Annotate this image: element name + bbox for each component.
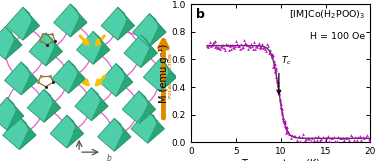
Polygon shape: [99, 63, 133, 96]
Polygon shape: [70, 4, 87, 23]
Polygon shape: [122, 91, 155, 124]
Polygon shape: [52, 60, 85, 93]
Polygon shape: [46, 33, 62, 52]
Polygon shape: [116, 77, 133, 96]
Polygon shape: [21, 75, 38, 95]
Polygon shape: [139, 91, 155, 109]
Polygon shape: [5, 62, 38, 95]
Polygon shape: [143, 59, 177, 92]
Polygon shape: [27, 89, 60, 122]
Y-axis label: M (emu g⁻¹): M (emu g⁻¹): [159, 44, 169, 103]
Polygon shape: [67, 128, 84, 148]
Polygon shape: [29, 33, 62, 66]
Polygon shape: [93, 45, 110, 64]
Polygon shape: [50, 115, 84, 148]
Polygon shape: [70, 18, 87, 37]
Polygon shape: [44, 103, 60, 122]
Polygon shape: [141, 48, 157, 67]
Polygon shape: [68, 74, 85, 93]
Polygon shape: [67, 115, 84, 134]
Polygon shape: [141, 34, 157, 53]
Polygon shape: [23, 7, 39, 26]
Polygon shape: [5, 40, 22, 59]
Polygon shape: [148, 110, 164, 129]
Polygon shape: [160, 72, 177, 92]
Polygon shape: [124, 34, 157, 67]
Text: [IM]Co(H$_2$POO)$_3$: [IM]Co(H$_2$POO)$_3$: [289, 8, 365, 21]
Text: c: c: [72, 127, 76, 136]
Polygon shape: [23, 21, 39, 40]
Polygon shape: [7, 97, 24, 116]
X-axis label: Temperature (K): Temperature (K): [241, 159, 320, 161]
Polygon shape: [6, 7, 39, 40]
Text: $T_c$: $T_c$: [281, 55, 292, 67]
Polygon shape: [93, 31, 110, 50]
Polygon shape: [19, 130, 36, 150]
Polygon shape: [68, 60, 85, 79]
Polygon shape: [54, 4, 87, 37]
Polygon shape: [91, 101, 108, 121]
Polygon shape: [3, 117, 36, 150]
Polygon shape: [131, 110, 164, 143]
Polygon shape: [46, 46, 62, 66]
Polygon shape: [139, 104, 155, 124]
Polygon shape: [21, 62, 38, 80]
Polygon shape: [116, 63, 133, 82]
Polygon shape: [101, 7, 134, 40]
Polygon shape: [114, 132, 131, 151]
Text: b: b: [196, 8, 205, 21]
Polygon shape: [114, 118, 131, 137]
Text: POLAR DIRECTION: POLAR DIRECTION: [169, 53, 173, 98]
Polygon shape: [19, 117, 36, 135]
Polygon shape: [118, 21, 134, 40]
Polygon shape: [75, 88, 108, 121]
Polygon shape: [160, 59, 177, 77]
Polygon shape: [149, 27, 166, 47]
Polygon shape: [118, 7, 134, 26]
Polygon shape: [148, 124, 164, 143]
Polygon shape: [0, 97, 24, 130]
Polygon shape: [98, 118, 131, 151]
Text: H = 100 Oe: H = 100 Oe: [310, 32, 365, 41]
Polygon shape: [0, 26, 22, 59]
Text: b: b: [106, 154, 111, 161]
Polygon shape: [149, 14, 166, 32]
Polygon shape: [44, 89, 60, 108]
Polygon shape: [91, 88, 108, 106]
Polygon shape: [133, 14, 166, 47]
Polygon shape: [5, 26, 22, 45]
Polygon shape: [77, 31, 110, 64]
Polygon shape: [7, 111, 24, 130]
